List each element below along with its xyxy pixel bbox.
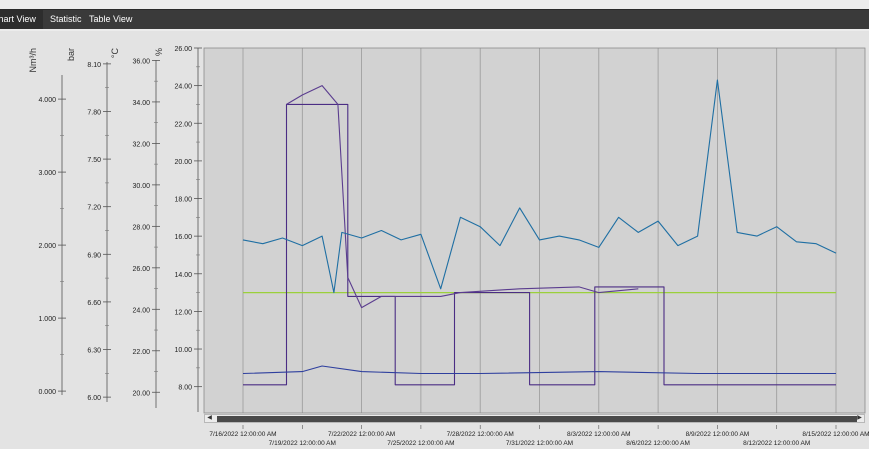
y-tick-label: 28.00 bbox=[132, 224, 150, 231]
x-tick-label: 7/25/2022 12:00:00 AM bbox=[387, 440, 454, 447]
x-tick-label: 7/22/2022 12:00:00 AM bbox=[328, 431, 395, 438]
y-tick-label: 22.00 bbox=[174, 121, 192, 128]
y-tick-label: 12.00 bbox=[174, 309, 192, 316]
y-axis-unit-label: °C bbox=[110, 48, 120, 59]
y-tick-label: 34.00 bbox=[132, 100, 150, 107]
x-tick-label: 8/9/2022 12:00:00 AM bbox=[686, 431, 750, 438]
tab-table-view[interactable]: Table View bbox=[89, 14, 133, 24]
y-tick-label: 36.00 bbox=[132, 58, 150, 65]
y-tick-label: 24.00 bbox=[174, 84, 192, 91]
y-tick-label: 3.000 bbox=[38, 170, 56, 177]
y-tick-label: 6.30 bbox=[87, 348, 101, 355]
y-tick-label: 18.00 bbox=[174, 197, 192, 204]
x-tick-label: 7/28/2022 12:00:00 AM bbox=[447, 431, 514, 438]
x-tick-label: 7/31/2022 12:00:00 AM bbox=[506, 440, 573, 447]
y-tick-label: 26.00 bbox=[132, 266, 150, 273]
y-tick-label: 22.00 bbox=[132, 349, 150, 356]
series-line-navy bbox=[242, 365, 836, 375]
x-tick-label: 8/3/2022 12:00:00 AM bbox=[567, 431, 631, 438]
y-tick-label: 10.00 bbox=[174, 347, 192, 354]
y-tick-label: 6.60 bbox=[87, 300, 101, 307]
y-tick-label: 6.00 bbox=[87, 395, 101, 402]
series-line-purple bbox=[286, 85, 639, 309]
y-axis-unit-label: Nm³/h bbox=[28, 48, 38, 73]
scrollbar-thumb[interactable] bbox=[217, 416, 857, 422]
y-tick-label: 7.80 bbox=[87, 109, 101, 116]
series-line-step bbox=[243, 103, 836, 386]
plot-area bbox=[204, 48, 865, 413]
plot-border bbox=[203, 47, 866, 414]
x-tick-label: 8/6/2022 12:00:00 AM bbox=[626, 440, 690, 447]
y-axis-unit-label: bar bbox=[66, 48, 76, 61]
y-tick-label: 7.20 bbox=[87, 205, 101, 212]
y-tick-label: 4.000 bbox=[38, 97, 56, 104]
x-tick-label: 8/12/2022 12:00:00 AM bbox=[743, 440, 810, 447]
y-tick-label: 6.90 bbox=[87, 252, 101, 259]
scroll-left-icon[interactable]: ◀ bbox=[207, 415, 212, 421]
y-tick-label: 32.00 bbox=[132, 141, 150, 148]
y-tick-label: 1.000 bbox=[38, 316, 56, 323]
horizontal-scrollbar[interactable]: ◀ ▶ bbox=[204, 414, 865, 423]
x-tick-label: 7/16/2022 12:00:00 AM bbox=[209, 431, 276, 438]
x-tick-label: 7/19/2022 12:00:00 AM bbox=[269, 440, 336, 447]
y-axis-unit-label: % bbox=[154, 48, 164, 56]
y-tick-label: 30.00 bbox=[132, 183, 150, 190]
tab-chart-view[interactable]: Chart View bbox=[0, 10, 43, 29]
scroll-right-icon[interactable]: ▶ bbox=[857, 415, 862, 421]
y-tick-label: 2.000 bbox=[38, 243, 56, 250]
y-tick-label: 8.10 bbox=[87, 62, 101, 69]
y-tick-label: 16.00 bbox=[174, 234, 192, 241]
y-tick-label: 20.00 bbox=[132, 390, 150, 397]
tab-strip: Chart View Statistic Table View bbox=[0, 9, 869, 29]
y-tick-label: 26.00 bbox=[174, 46, 192, 53]
y-tick-label: 8.00 bbox=[178, 385, 192, 392]
y-tick-label: 7.50 bbox=[87, 157, 101, 164]
y-tick-label: 14.00 bbox=[174, 272, 192, 279]
series-line-blue bbox=[242, 79, 837, 294]
tab-statistic[interactable]: Statistic bbox=[50, 14, 82, 24]
y-tick-label: 20.00 bbox=[174, 159, 192, 166]
y-tick-label: 0.000 bbox=[38, 389, 56, 396]
x-tick-label: 8/15/2022 12:00:00 AM bbox=[802, 431, 869, 438]
y-tick-label: 24.00 bbox=[132, 307, 150, 314]
view-tab-bar: Chart View Statistic Table View bbox=[0, 0, 869, 32]
